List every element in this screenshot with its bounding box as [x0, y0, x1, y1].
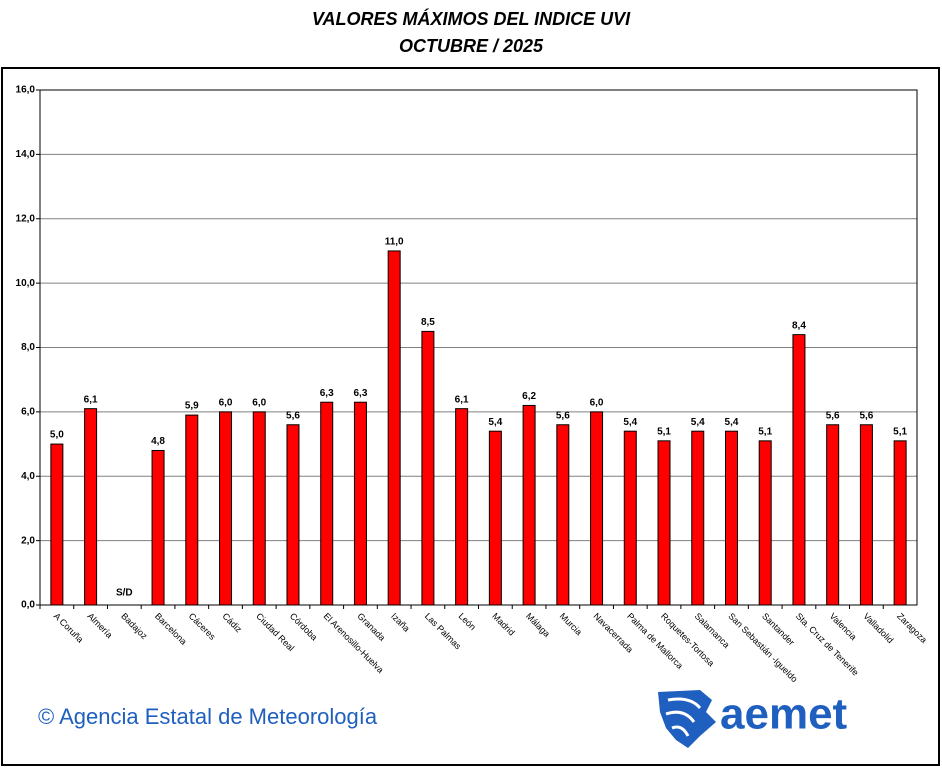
logo-icon — [658, 690, 716, 748]
bar — [556, 424, 570, 606]
x-tick-label: Granada — [355, 611, 387, 643]
value-label: 5,1 — [758, 426, 772, 437]
bar — [826, 424, 840, 606]
x-tick-label: Badajoz — [119, 611, 149, 641]
chart-title: VALORES MÁXIMOS DEL INDICE UVI — [312, 8, 631, 29]
x-tick-label: Valladolid — [861, 611, 895, 645]
value-label: 5,6 — [826, 410, 840, 421]
value-label: 6,3 — [353, 388, 367, 399]
y-tick-label: 8,0 — [21, 342, 35, 353]
bar — [691, 430, 705, 606]
value-label: 8,5 — [421, 317, 435, 328]
bar — [219, 411, 233, 606]
x-tick-label: Valencia — [828, 611, 859, 642]
bar — [421, 330, 435, 606]
chart-frame — [1, 67, 940, 766]
x-tick-label: Cáceres — [187, 611, 218, 642]
bar — [590, 411, 604, 606]
bar — [387, 250, 401, 606]
bar — [522, 404, 536, 606]
bar — [151, 450, 165, 606]
credit: © Agencia Estatal de Meteorología — [38, 704, 378, 729]
value-label: 5,6 — [556, 410, 570, 421]
bar — [758, 440, 772, 606]
bar — [488, 430, 502, 606]
value-label: 6,1 — [84, 394, 98, 405]
value-label: 5,4 — [623, 417, 637, 428]
value-label: 5,4 — [691, 417, 705, 428]
value-label: 5,6 — [859, 410, 873, 421]
logo-icon-lines — [665, 697, 702, 737]
value-label: 5,1 — [893, 426, 907, 437]
chart-subtitle: OCTUBRE / 2025 — [399, 36, 544, 56]
bar — [657, 440, 671, 606]
x-tick-label: León — [457, 611, 478, 632]
bar — [84, 408, 98, 606]
value-label: S/D — [116, 588, 133, 599]
value-label: 5,9 — [185, 401, 199, 412]
y-tick-label: 14,0 — [16, 149, 36, 160]
bar — [185, 414, 199, 606]
logo: aemet — [658, 690, 848, 748]
value-label: 6,0 — [219, 398, 233, 409]
value-label: 5,6 — [286, 410, 300, 421]
bar — [455, 408, 469, 606]
value-label: 5,4 — [488, 417, 502, 428]
y-tick-label: 16,0 — [16, 85, 36, 96]
value-label: 5,0 — [50, 430, 64, 441]
value-label: 6,0 — [252, 398, 266, 409]
x-tick-label: Almería — [86, 611, 115, 640]
y-tick-label: 2,0 — [21, 535, 35, 546]
value-label: 4,8 — [151, 436, 165, 447]
value-label: 11,0 — [385, 237, 404, 248]
x-tick-label: A Coruña — [52, 611, 86, 645]
y-tick-label: 10,0 — [16, 278, 36, 289]
bar — [893, 440, 907, 606]
bar — [623, 430, 637, 606]
value-label: 6,1 — [455, 394, 469, 405]
bar — [724, 430, 738, 606]
x-tick-label: Córdoba — [288, 611, 319, 642]
x-tick-label: El Arenosillo-Huelva — [322, 611, 386, 675]
x-tick-label: Izaña — [389, 611, 412, 634]
value-label: 8,4 — [792, 320, 806, 331]
logo-text: aemet — [720, 690, 848, 739]
x-tick-label: Madrid — [490, 611, 517, 638]
bar — [792, 334, 806, 606]
x-tick-label: Murcia — [558, 611, 584, 637]
value-label: 5,4 — [725, 417, 739, 428]
y-tick-label: 0,0 — [21, 600, 35, 611]
y-tick-label: 4,0 — [21, 471, 35, 482]
bar — [252, 411, 266, 606]
value-label: 6,0 — [590, 398, 604, 409]
bar — [353, 401, 367, 606]
x-tick-label: San Sebastián -Igueldo — [726, 611, 799, 684]
bar — [320, 401, 334, 606]
bar — [859, 424, 873, 606]
bar — [286, 424, 300, 606]
y-tick-label: 6,0 — [21, 407, 35, 418]
bar — [50, 443, 64, 606]
value-label: 5,1 — [657, 426, 671, 437]
x-tick-label: Málaga — [524, 611, 552, 639]
x-tick-label: Zaragoza — [895, 611, 929, 645]
x-tick-label: Cádiz — [220, 611, 244, 635]
x-tick-label: Sta. Cruz de Tenerife — [794, 611, 861, 678]
x-tick-label: Barcelona — [153, 611, 189, 647]
value-label: 6,3 — [320, 388, 334, 399]
y-tick-label: 12,0 — [16, 213, 36, 224]
value-label: 6,2 — [522, 391, 536, 402]
